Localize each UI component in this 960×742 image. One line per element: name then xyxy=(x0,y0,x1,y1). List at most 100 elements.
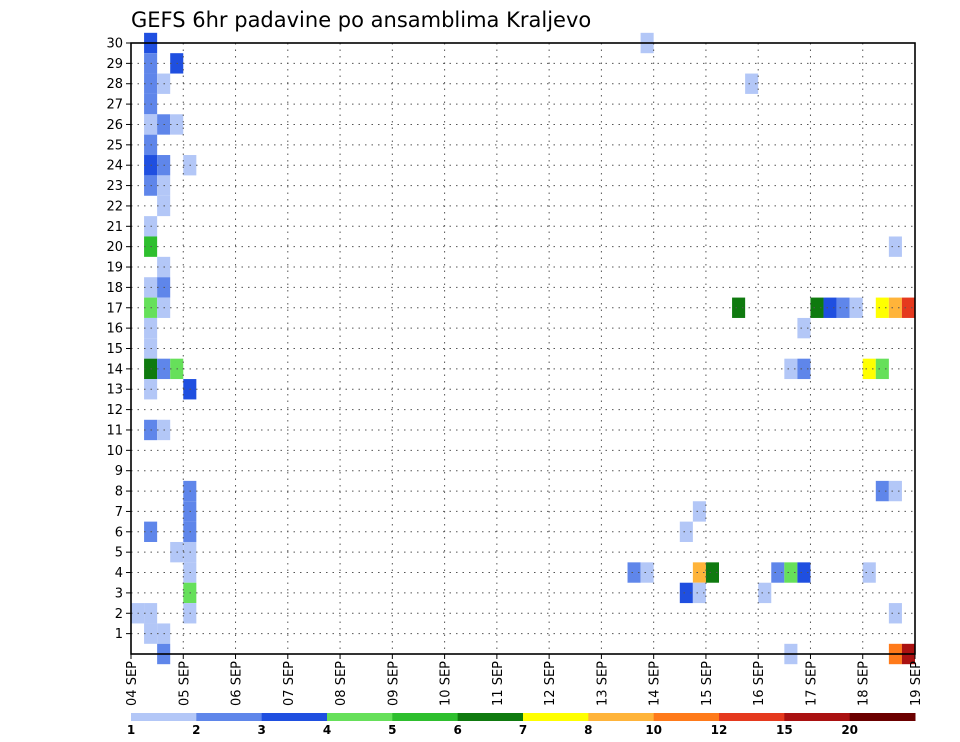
precip-cell xyxy=(810,297,824,318)
y-tick-label: 14 xyxy=(106,362,123,377)
colorbar-tick-label: 2 xyxy=(192,723,200,737)
precip-cell xyxy=(679,582,693,604)
precip-cell xyxy=(875,480,889,502)
precip-cell xyxy=(888,236,902,257)
y-tick-label: 2 xyxy=(115,607,123,622)
colorbar-swatch xyxy=(849,713,916,721)
x-tick-label: 17 SEP xyxy=(805,661,820,706)
colorbar-swatch xyxy=(523,713,589,721)
precip-cell xyxy=(797,358,811,380)
x-tick-label: 13 SEP xyxy=(595,661,610,706)
grid-lines xyxy=(131,42,915,654)
x-tick-label: 04 SEP xyxy=(125,661,140,706)
y-tick-label: 5 xyxy=(115,546,123,561)
precip-cell xyxy=(692,582,706,604)
y-tick-label: 24 xyxy=(106,159,123,174)
x-tick-label: 18 SEP xyxy=(857,661,872,706)
y-tick-label: 12 xyxy=(106,403,123,418)
colorbar-tick-label: 20 xyxy=(841,723,858,737)
y-tick-label: 29 xyxy=(106,57,123,72)
colorbar-tick-label: 8 xyxy=(584,723,592,737)
y-tick-label: 7 xyxy=(115,505,123,520)
colorbar-swatch xyxy=(392,713,459,721)
y-tick-label: 13 xyxy=(106,383,123,398)
colorbar-tick-label: 15 xyxy=(776,723,793,737)
precip-cell xyxy=(692,501,706,522)
precip-cell xyxy=(862,358,876,380)
colorbar-swatch xyxy=(327,713,393,721)
precip-cell xyxy=(862,562,876,583)
y-tick-label: 4 xyxy=(115,566,123,581)
colorbar-swatch xyxy=(719,713,785,721)
colorbar: 1 2 3 4 5 6 7 8 10 12 15 20 xyxy=(127,713,916,737)
colorbar-tick-label: 7 xyxy=(519,723,527,737)
y-tick-label: 10 xyxy=(106,444,123,459)
x-tick-label: 12 SEP xyxy=(543,661,558,706)
precip-cell xyxy=(836,297,850,318)
precip-cell xyxy=(745,73,759,94)
precip-cell xyxy=(888,603,902,624)
colorbar-tick-label: 5 xyxy=(388,723,396,737)
precip-cell xyxy=(692,562,706,583)
colorbar-swatch xyxy=(457,713,524,721)
precip-cell xyxy=(797,317,811,339)
precip-cell xyxy=(705,562,719,583)
y-tick-label: 9 xyxy=(115,464,123,479)
x-tick-label: 10 SEP xyxy=(439,661,454,706)
precip-cell xyxy=(888,480,902,502)
precip-cell xyxy=(888,297,902,318)
y-tick-label: 25 xyxy=(106,138,123,153)
colorbar-swatch xyxy=(588,713,655,721)
y-tick-label: 26 xyxy=(106,118,123,133)
y-tick-label: 16 xyxy=(106,322,123,337)
y-tick-label: 6 xyxy=(115,525,123,540)
precip-cell xyxy=(784,358,798,380)
precip-cell xyxy=(640,562,654,583)
precip-cell xyxy=(901,297,915,318)
x-tick-label: 14 SEP xyxy=(648,661,663,706)
colorbar-tick-label: 12 xyxy=(711,723,728,737)
y-tick-label: 19 xyxy=(106,261,123,276)
precip-cell xyxy=(758,582,772,604)
x-tick-label: 16 SEP xyxy=(752,661,767,706)
x-tick-label: 15 SEP xyxy=(700,661,715,706)
precip-cell xyxy=(679,521,693,542)
colorbar-swatch xyxy=(261,713,328,721)
colorbar-swatch xyxy=(653,713,720,721)
y-tick-label: 30 xyxy=(106,37,123,52)
x-tick-label: 06 SEP xyxy=(230,661,245,706)
precip-cell xyxy=(823,297,837,318)
colorbar-swatch xyxy=(196,713,263,721)
precip-cell xyxy=(875,358,889,380)
precip-cell xyxy=(627,562,641,583)
colorbar-tick-label: 1 xyxy=(127,723,135,737)
x-tick-label: 08 SEP xyxy=(334,661,349,706)
precip-cell xyxy=(732,297,746,318)
y-tick-label: 17 xyxy=(106,301,123,316)
colorbar-tick-label: 6 xyxy=(453,723,461,737)
y-tick-label: 20 xyxy=(106,240,123,255)
precip-cell xyxy=(771,562,785,583)
y-tick-label: 3 xyxy=(115,586,123,601)
y-tick-label: 8 xyxy=(115,485,123,500)
precip-cell xyxy=(875,297,889,318)
x-axis: 04 SEP 05 SEP 06 SEP 07 SEP 08 SEP 09 SEP 10 S… xyxy=(125,654,924,706)
chart-title: GEFS 6hr padavine po ansamblima Kraljevo xyxy=(131,8,591,32)
x-tick-label: 07 SEP xyxy=(282,661,297,706)
x-tick-label: 19 SEP xyxy=(909,661,924,706)
x-tick-label: 05 SEP xyxy=(177,661,192,706)
y-tick-label: 22 xyxy=(106,199,123,214)
precip-cell xyxy=(797,562,811,583)
y-tick-label: 23 xyxy=(106,179,123,194)
y-axis: 1234567891011121314151617181920212223242… xyxy=(106,37,131,642)
y-tick-label: 1 xyxy=(115,627,123,642)
y-tick-label: 27 xyxy=(106,98,123,113)
y-tick-label: 11 xyxy=(106,423,123,438)
colorbar-swatch xyxy=(131,713,197,721)
precip-cell xyxy=(784,562,798,583)
y-tick-label: 21 xyxy=(106,220,123,235)
y-tick-label: 15 xyxy=(106,342,123,357)
precip-cell xyxy=(849,297,863,318)
colorbar-tick-label: 3 xyxy=(257,723,265,737)
